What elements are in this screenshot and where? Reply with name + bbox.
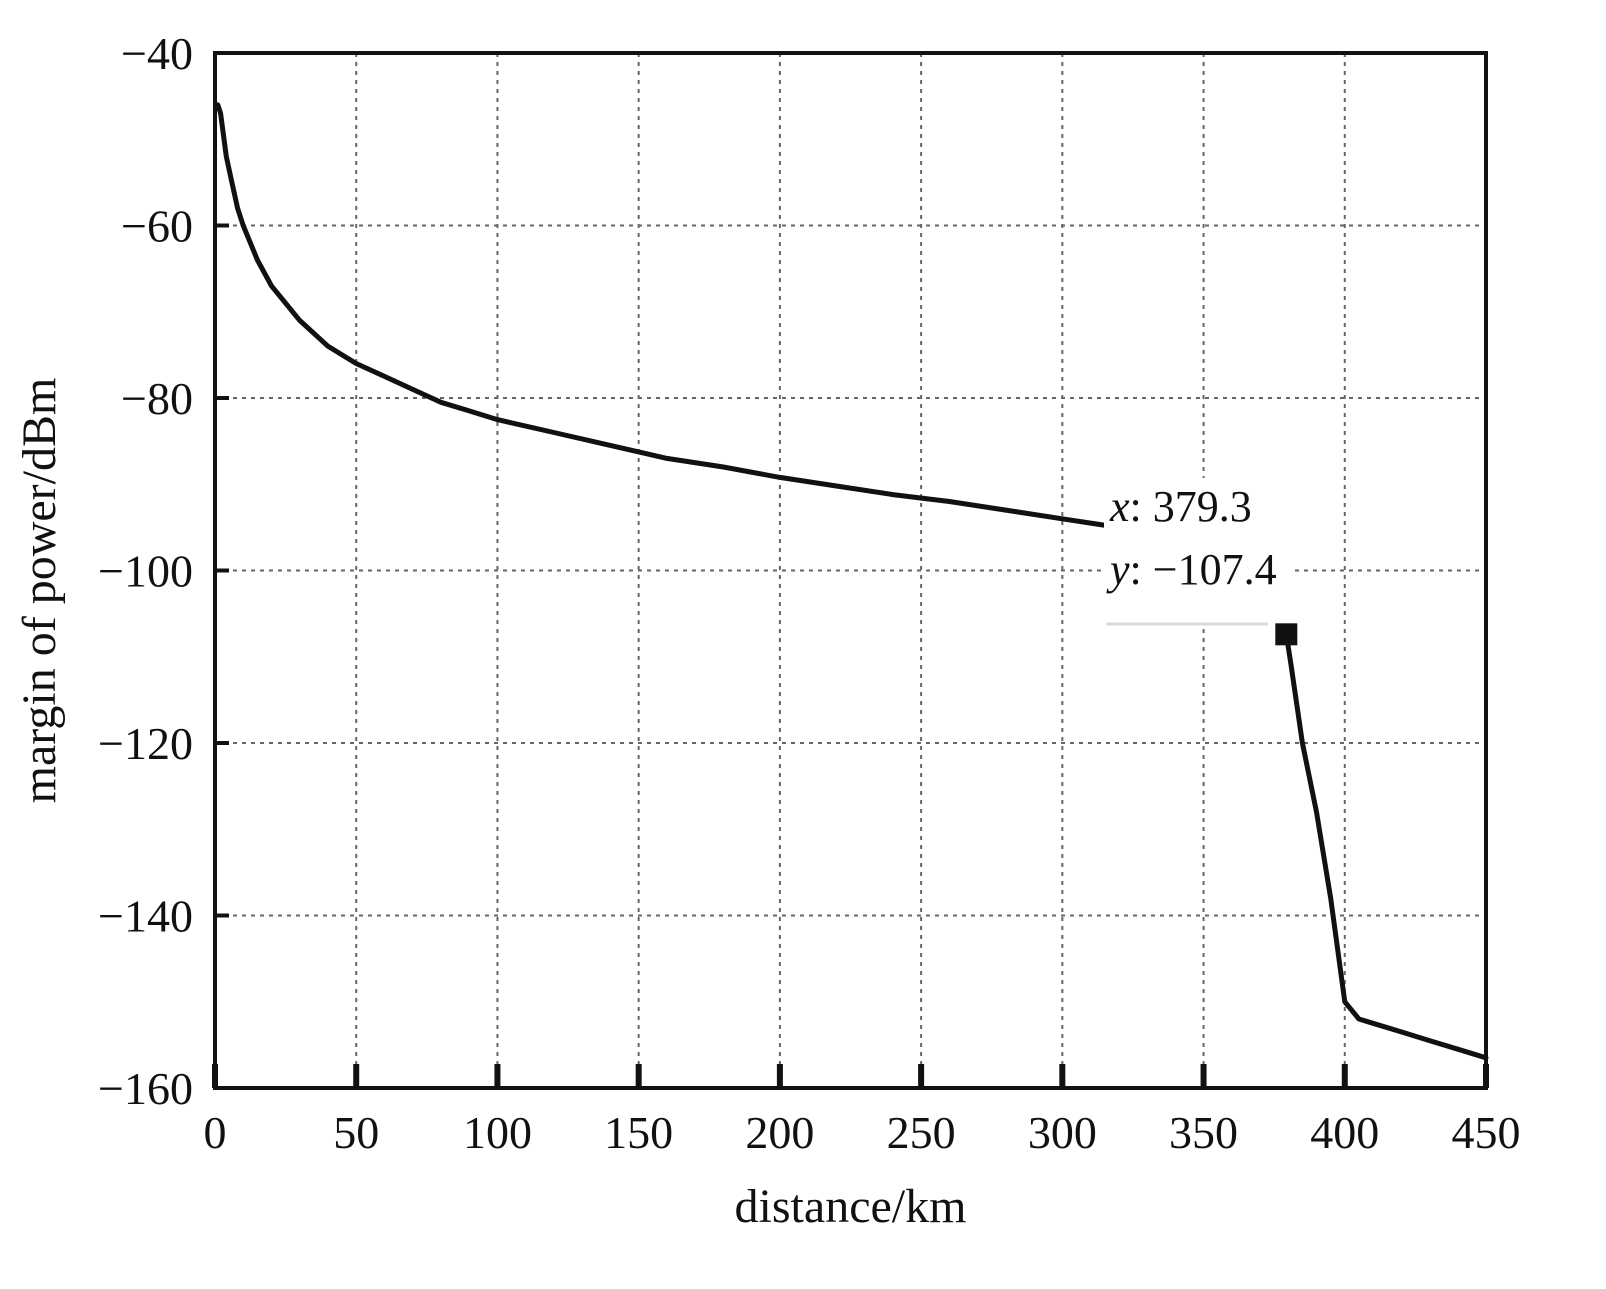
x-tick-labels: 0 50 100 150 200 250 300 350 400 450 — [204, 1107, 1521, 1158]
y-tick-label: −120 — [98, 718, 193, 769]
datatip-y-letter: y — [1106, 545, 1130, 594]
y-axis-title: margin of power/dBm — [13, 378, 66, 804]
y-tick-label: −60 — [121, 201, 193, 252]
x-tick-label: 200 — [745, 1107, 814, 1158]
y-tick-label: −140 — [98, 891, 193, 942]
datatip[interactable]: x: 379.3 y: −107.4 — [1104, 478, 1298, 646]
x-tick-label: 250 — [887, 1107, 956, 1158]
datatip-x-line: x: 379.3 — [1109, 482, 1252, 531]
grid-lines — [215, 53, 1486, 1088]
x-tick-label: 400 — [1310, 1107, 1379, 1158]
y-tick-label: −100 — [98, 546, 193, 597]
x-tick-label: 150 — [604, 1107, 673, 1158]
x-tick-label: 300 — [1028, 1107, 1097, 1158]
datatip-x-value: : 379.3 — [1130, 482, 1252, 531]
x-tick-label: 350 — [1169, 1107, 1238, 1158]
datatip-x-letter: x — [1109, 482, 1130, 531]
datatip-marker[interactable] — [1275, 623, 1298, 646]
datatip-y-line: y: −107.4 — [1106, 545, 1277, 594]
y-tick-labels: −40 −60 −80 −100 −120 −140 −160 — [98, 28, 193, 1114]
datatip-background — [1104, 478, 1290, 624]
x-tick-label: 0 — [204, 1107, 227, 1158]
x-tick-label: 100 — [463, 1107, 532, 1158]
y-tick-label: −40 — [121, 28, 193, 79]
x-tick-label: 50 — [333, 1107, 379, 1158]
series-layer — [215, 102, 1489, 1061]
y-tick-label: −160 — [98, 1063, 193, 1114]
x-tick-label: 450 — [1452, 1107, 1521, 1158]
datatip-y-value: : −107.4 — [1130, 545, 1277, 594]
y-tick-label: −80 — [121, 373, 193, 424]
tick-marks — [212, 51, 1489, 1090]
x-axis-title: distance/km — [735, 1180, 967, 1233]
series-line — [215, 102, 1489, 1061]
